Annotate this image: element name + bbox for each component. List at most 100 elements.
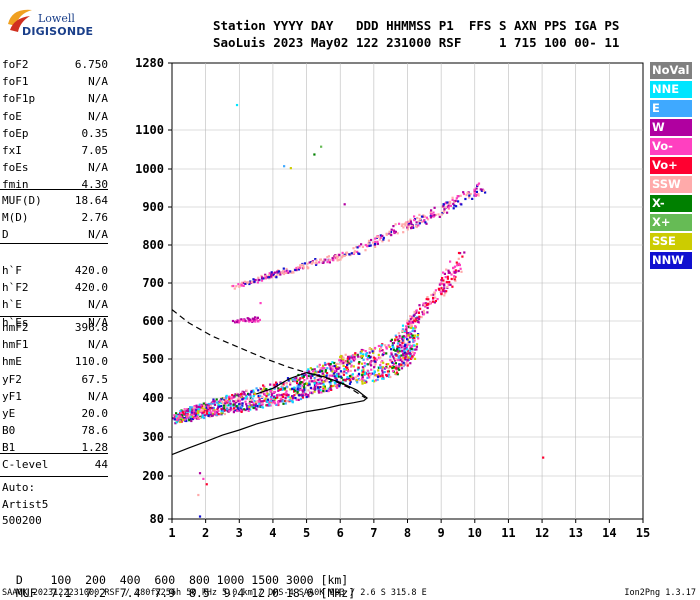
second-hop-point	[355, 245, 358, 249]
o-trace-point	[204, 411, 208, 414]
o-trace-point	[285, 392, 289, 396]
o-trace-point	[208, 413, 211, 416]
second-hop-point	[374, 245, 377, 248]
o-trace-point	[291, 378, 294, 381]
o-trace-point	[190, 419, 193, 423]
second-hop-point	[411, 224, 414, 227]
second-hop-point	[385, 232, 388, 235]
o-trace-point	[392, 348, 395, 351]
second-hop-point	[345, 251, 349, 254]
o-trace-point	[405, 330, 408, 333]
o-trace-point	[206, 405, 209, 408]
o-trace-point	[384, 366, 387, 369]
o-trace-point	[240, 408, 243, 411]
o-trace-point	[416, 334, 419, 337]
o-trace-point	[317, 391, 321, 394]
second-hop-point	[243, 280, 246, 283]
o-trace-point	[330, 369, 333, 372]
second-hop-point	[375, 236, 378, 239]
x-trace-point	[415, 310, 418, 313]
o-trace-point	[310, 379, 313, 382]
second-hop-point	[282, 272, 286, 276]
o-trace-point	[263, 388, 266, 391]
x-trace-point	[449, 283, 452, 286]
second-hop-point	[331, 258, 334, 261]
o-trace-point	[400, 346, 403, 349]
o-trace-point	[256, 400, 259, 403]
second-hop-point	[279, 271, 282, 274]
o-trace-point	[238, 409, 241, 412]
o-trace-point	[226, 401, 229, 404]
o-trace-point	[294, 397, 297, 400]
o-trace-point	[344, 379, 347, 382]
o-trace-point	[413, 344, 416, 347]
o-trace-point	[334, 370, 337, 373]
o-trace-point	[199, 410, 202, 414]
o-trace-point	[410, 357, 413, 360]
o-trace-point	[400, 363, 403, 366]
param-ye: yE 20.0	[2, 407, 108, 421]
o-trace-point	[388, 375, 391, 378]
o-trace-point	[396, 358, 399, 361]
o-trace-point	[414, 348, 417, 351]
second-hop-point	[473, 189, 476, 192]
o-trace-point	[362, 349, 365, 352]
o-trace-point	[344, 379, 347, 382]
o-trace-point	[312, 373, 316, 376]
o-trace-point	[225, 395, 228, 398]
o-trace-point	[379, 366, 382, 370]
o-trace-point	[380, 361, 383, 364]
param-value: N/A	[88, 75, 108, 89]
o-trace-point	[336, 384, 339, 387]
o-trace-point	[173, 414, 176, 417]
o-trace-point	[176, 414, 179, 417]
o-trace-point	[341, 359, 344, 362]
second-hop-low-point	[236, 320, 239, 324]
o-trace-point	[335, 373, 338, 376]
o-trace-point	[284, 402, 287, 405]
x-trace-point	[444, 276, 447, 279]
o-trace-point	[374, 363, 377, 366]
o-trace-point	[321, 367, 324, 370]
o-trace-point	[361, 366, 364, 369]
x-trace-point	[437, 287, 440, 290]
second-hop-point	[484, 191, 487, 194]
o-trace-point	[369, 356, 372, 359]
o-trace-point	[381, 366, 384, 369]
o-trace-point	[185, 413, 188, 416]
o-trace-point	[261, 400, 264, 403]
second-hop-point	[420, 215, 424, 218]
o-trace-point	[368, 347, 371, 350]
o-trace-point	[394, 338, 397, 341]
o-trace-point	[327, 377, 331, 380]
o-trace-point	[197, 416, 200, 419]
o-trace-point	[373, 365, 376, 368]
second-hop-point	[451, 196, 454, 199]
x-trace-point	[413, 313, 416, 316]
o-trace-point	[396, 354, 399, 357]
o-trace-point	[236, 405, 240, 408]
o-trace-point	[402, 335, 406, 338]
x-trace-point	[451, 285, 454, 288]
second-hop-point	[348, 253, 351, 256]
second-hop-point	[233, 287, 236, 290]
o-trace-point	[301, 394, 304, 397]
o-trace-point	[370, 348, 373, 351]
o-trace-point	[357, 355, 360, 358]
second-hop-point	[408, 222, 411, 225]
o-trace-point	[296, 389, 299, 392]
second-hop-point	[276, 273, 279, 276]
o-trace-point	[339, 370, 343, 373]
o-trace-point	[307, 384, 310, 387]
o-trace-point	[186, 408, 189, 411]
o-trace-point	[392, 357, 396, 360]
x-trace-point	[410, 315, 413, 318]
o-trace-point	[255, 408, 258, 411]
o-trace-point	[394, 349, 397, 352]
o-trace-point	[195, 404, 198, 407]
o-trace-point	[397, 339, 400, 342]
x-trace-point	[445, 290, 448, 293]
o-trace-point	[404, 328, 407, 331]
param-yf2: yF2 67.5	[2, 373, 108, 387]
o-trace-point	[232, 403, 235, 406]
